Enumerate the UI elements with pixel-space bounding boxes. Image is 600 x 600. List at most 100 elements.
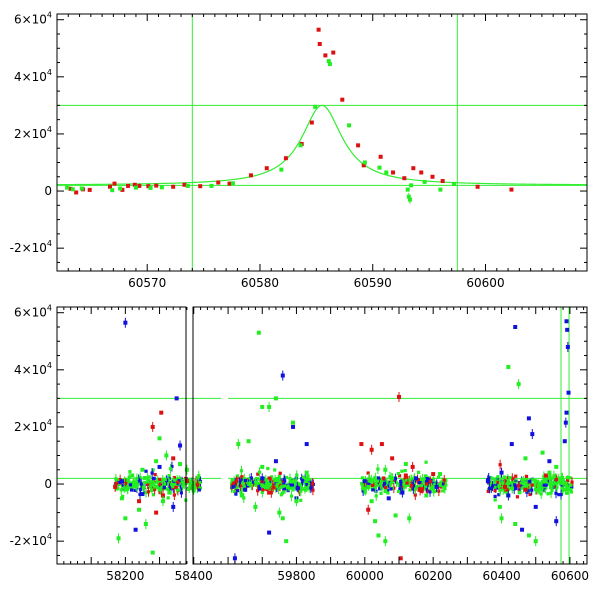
season-3-point-174 (531, 478, 535, 482)
season-1-point-135 (288, 477, 292, 481)
season-3-point-147 (504, 483, 508, 487)
top-y-tick-label-0: 6×104 (14, 11, 52, 27)
top-red-point-29 (378, 154, 383, 159)
bottom-y-tick-label-4: -2×104 (10, 532, 52, 548)
season-0-point-245 (176, 480, 180, 484)
season-2-point-24 (418, 478, 422, 483)
top-red-point-6 (120, 187, 125, 192)
season-3-point-106 (524, 474, 529, 478)
top-red-point-16 (227, 181, 232, 186)
season-3-point-235 (497, 484, 501, 488)
season-0-point-243 (119, 488, 123, 492)
season-1-point-213 (230, 478, 234, 483)
bottom-blue-point-3 (178, 443, 183, 448)
season-3-point-6 (556, 477, 560, 481)
season-0-point-90 (168, 486, 172, 490)
season-3-point-214 (518, 490, 522, 494)
top-red-point-25 (331, 50, 336, 55)
season-1-point-232 (291, 480, 296, 484)
season-3-point-209 (547, 482, 552, 486)
top-red-point-11 (154, 183, 159, 188)
season-0-point-230 (153, 472, 157, 477)
bottom-x-tick-label-2: 59800 (277, 569, 315, 583)
bottom-blue-point-9 (280, 373, 285, 378)
season-0-point-253 (115, 481, 119, 485)
season-2-point-253 (428, 479, 432, 484)
bottom-green-point-31 (369, 499, 374, 504)
season-0-point-171 (114, 477, 118, 481)
season-3-point-217 (560, 486, 564, 490)
bottom-green-point-33 (383, 539, 388, 544)
season-2-point-55 (400, 469, 404, 473)
top-red-point-1 (74, 190, 79, 195)
bottom-season-scatter (113, 459, 574, 504)
season-1-point-97 (283, 486, 287, 490)
top-green-point-23 (409, 183, 414, 188)
bottom-y-tick-label-0: 6×104 (14, 304, 52, 320)
season-2-point-150 (434, 489, 438, 493)
season-3-point-123 (563, 481, 567, 485)
season-1-point-259 (243, 478, 248, 483)
season-1-point-139 (290, 485, 294, 489)
season-1-point-76 (268, 486, 272, 490)
season-3-point-230 (542, 478, 546, 482)
season-2-point-123 (386, 488, 390, 492)
season-1-point-192 (278, 471, 282, 475)
top-red-point-4 (108, 184, 112, 189)
top-ticks (57, 14, 587, 271)
bottom-green-point-39 (383, 467, 388, 472)
season-1-point-221 (290, 483, 295, 487)
season-0-point-238 (163, 477, 167, 482)
season-3-point-245 (523, 481, 527, 485)
season-0-point-241 (155, 480, 159, 484)
season-3-point-240 (544, 483, 548, 487)
season-1-point-210 (271, 483, 275, 487)
bottom-blue-point-29 (565, 327, 570, 332)
season-2-point-246 (444, 483, 448, 487)
season-1-point-188 (303, 481, 307, 485)
season-2-point-247 (420, 489, 424, 493)
season-0-point-41 (150, 486, 154, 491)
season-1-point-197 (240, 478, 244, 482)
season-0-point-168 (157, 479, 162, 484)
top-data-points (65, 27, 514, 204)
season-1-point-185 (292, 486, 296, 490)
season-1-point-91 (299, 498, 303, 502)
top-green-point-19 (384, 170, 389, 175)
season-1-point-105 (256, 477, 260, 481)
bottom-red-point-18 (366, 507, 371, 512)
season-1-point-249 (277, 478, 281, 482)
season-1-point-148 (269, 475, 274, 479)
bottom-green-point-15 (191, 487, 196, 492)
season-0-point-225 (173, 478, 177, 482)
season-2-point-89 (425, 489, 429, 493)
bottom-blue-point-11 (304, 442, 309, 447)
bottom-green-point-29 (304, 470, 309, 475)
season-2-point-159 (367, 476, 371, 481)
bottom-red-point-8 (359, 442, 364, 447)
season-3-point-248 (550, 476, 554, 480)
season-3-point-225 (493, 489, 497, 493)
top-model-curve (57, 104, 587, 186)
season-2-point-179 (425, 476, 429, 481)
season-3-point-110 (546, 476, 550, 480)
season-1-point-164 (255, 481, 259, 486)
season-0-point-95 (197, 478, 202, 482)
bottom-green-point-45 (499, 516, 504, 521)
top-x-tick-label-2: 60590 (354, 276, 392, 290)
season-2-point-254 (420, 477, 425, 481)
bottom-green-point-12 (160, 499, 165, 504)
season-2-point-195 (397, 482, 401, 486)
season-3-point-258 (554, 481, 558, 486)
season-3-point-236 (542, 483, 546, 487)
season-1-point-182 (274, 485, 279, 489)
season-0-point-33 (153, 487, 157, 492)
season-1-point-244 (242, 477, 246, 481)
bottom-blue-point-37 (533, 504, 538, 509)
bottom-green-point-24 (277, 510, 282, 515)
season-2-point-18 (416, 470, 421, 474)
top-red-point-9 (137, 183, 142, 188)
season-3-point-45 (495, 477, 499, 481)
season-1-point-142 (289, 479, 294, 483)
season-3-point-33 (524, 477, 529, 481)
